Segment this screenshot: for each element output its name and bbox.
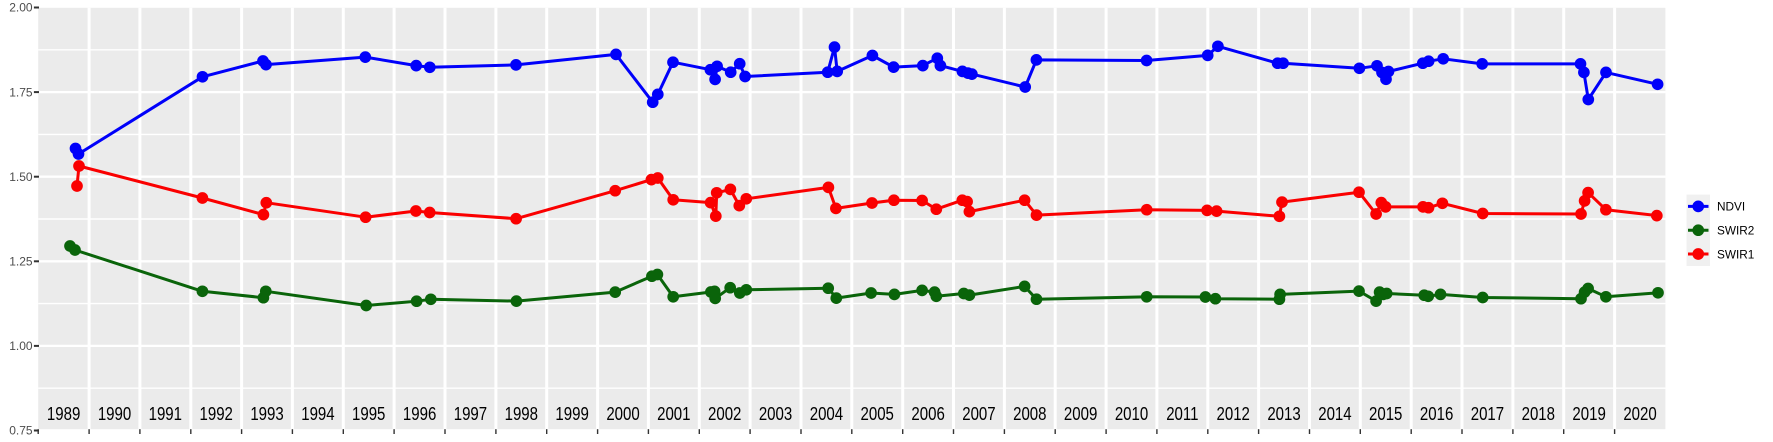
svg-text:2005: 2005 [861,404,894,425]
svg-text:1.50: 1.50 [9,170,33,184]
svg-text:2013: 2013 [1267,404,1300,425]
svg-text:2002: 2002 [708,404,741,425]
svg-text:1990: 1990 [98,404,131,425]
svg-text:1993: 1993 [250,404,283,425]
svg-text:2014: 2014 [1318,404,1351,425]
svg-text:1998: 1998 [505,404,538,425]
svg-text:2016: 2016 [1420,404,1453,425]
svg-text:0.75: 0.75 [9,424,33,438]
svg-text:1989: 1989 [47,404,80,425]
svg-text:2003: 2003 [759,404,792,425]
svg-text:2000: 2000 [606,404,639,425]
svg-text:1991: 1991 [149,404,182,425]
svg-text:NDVI: NDVI [1717,200,1745,214]
svg-text:1999: 1999 [555,404,588,425]
svg-text:2020: 2020 [1623,404,1656,425]
svg-text:2009: 2009 [1064,404,1097,425]
svg-text:SWIR2: SWIR2 [1717,224,1754,238]
svg-text:2004: 2004 [810,404,843,425]
svg-text:2011: 2011 [1166,404,1198,425]
svg-text:2007: 2007 [962,404,995,425]
svg-text:1994: 1994 [301,404,334,425]
svg-text:2019: 2019 [1572,404,1605,425]
svg-text:1997: 1997 [454,404,487,425]
svg-text:2012: 2012 [1217,404,1250,425]
svg-text:1.00: 1.00 [9,339,33,353]
svg-text:2006: 2006 [911,404,944,425]
svg-text:1.75: 1.75 [9,85,33,99]
svg-text:1996: 1996 [403,404,436,425]
svg-text:2015: 2015 [1369,404,1402,425]
svg-text:2017: 2017 [1471,404,1504,425]
svg-text:2001: 2001 [657,404,690,425]
svg-text:2008: 2008 [1013,404,1046,425]
svg-text:1995: 1995 [352,404,385,425]
svg-text:1992: 1992 [200,404,233,425]
svg-text:2.00: 2.00 [9,1,33,15]
svg-text:1.25: 1.25 [9,255,33,269]
svg-text:2010: 2010 [1115,404,1148,425]
svg-text:2018: 2018 [1522,404,1555,425]
svg-text:SWIR1: SWIR1 [1717,247,1754,261]
